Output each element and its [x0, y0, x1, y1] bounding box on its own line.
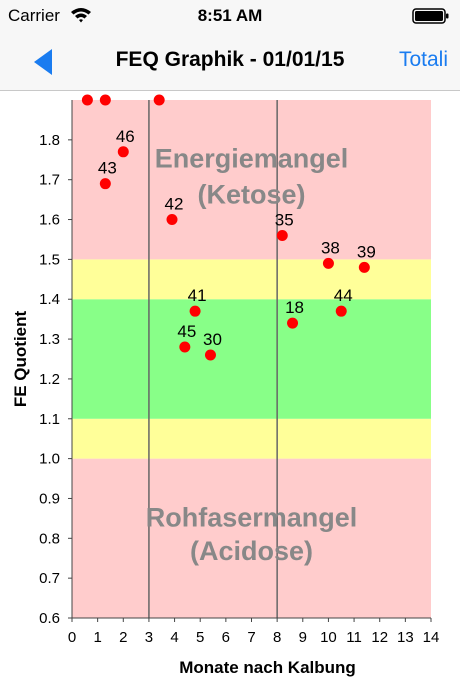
- chart-container: 0.6 0.7 0.8 0.9 1.0 1.1 1.2 1.3 1.4 1.5 1.6 1.7 1.8 0…: [0, 91, 460, 690]
- data-point-label: 45: [177, 322, 196, 341]
- band-3: [72, 259, 431, 300]
- data-point-label: 46: [116, 127, 135, 146]
- data-point: [287, 317, 299, 329]
- y-tick-label: 1.2: [39, 371, 60, 388]
- y-tick-label: 1.5: [39, 251, 60, 268]
- status-bar: Carrier 8:51 AM: [0, 0, 460, 34]
- x-tick-label: 1: [93, 629, 101, 646]
- zone-annotation-2: Rohfasermangel: [146, 502, 358, 532]
- x-tick-label: 6: [222, 629, 230, 646]
- x-tick-label: 13: [397, 629, 414, 646]
- y-tick-label: 0.7: [39, 570, 60, 587]
- y-tick-label: 1.4: [39, 291, 60, 308]
- feq-scatter-chart: 0.6 0.7 0.8 0.9 1.0 1.1 1.2 1.3 1.4 1.5 1.6 1.7 1.8 0…: [11, 94, 440, 677]
- data-point: [81, 94, 93, 106]
- x-tick-label: 14: [423, 629, 440, 646]
- y-tick-label: 1.7: [39, 172, 60, 189]
- data-point: [322, 257, 334, 269]
- data-point-label: 43: [98, 159, 117, 178]
- x-tick-label: 12: [371, 629, 388, 646]
- x-tick-label: 2: [119, 629, 127, 646]
- status-time: 8:51 AM: [197, 6, 263, 25]
- data-point: [99, 178, 111, 190]
- x-tick-label: 11: [346, 629, 362, 646]
- data-point: [335, 305, 347, 317]
- totali-button[interactable]: Totali: [398, 48, 448, 71]
- data-point-label: 44: [334, 286, 353, 305]
- x-tick-label: 10: [320, 629, 337, 646]
- data-point: [153, 94, 165, 106]
- y-tick-label: 1.3: [39, 331, 60, 348]
- zone-annotation-1: (Ketose): [197, 180, 305, 210]
- x-tick-label: 8: [273, 629, 281, 646]
- data-point: [179, 341, 191, 353]
- band-0: [72, 458, 431, 618]
- y-tick-label: 0.6: [39, 610, 60, 627]
- data-point: [99, 94, 111, 106]
- zone-annotation-0: Energiemangel: [155, 144, 349, 174]
- x-tick-label: 7: [247, 629, 255, 646]
- navigation-bar: FEQ Graphik - 01/01/15 Totali: [0, 34, 460, 91]
- y-axis-label: FE Quotient: [11, 311, 30, 408]
- x-tick-label: 9: [299, 629, 307, 646]
- band-1: [72, 418, 431, 459]
- y-tick-label: 0.8: [39, 530, 60, 547]
- y-tick-label: 1.8: [39, 132, 60, 149]
- x-axis-label: Monate nach Kalbung: [179, 658, 356, 677]
- battery-icon: [412, 8, 449, 24]
- y-tick-label: 1.6: [39, 212, 60, 229]
- data-point-label: 35: [275, 210, 294, 229]
- carrier-label: Carrier: [8, 6, 60, 25]
- zone-annotation-3: (Acidose): [190, 536, 313, 566]
- y-tick-label: 0.9: [39, 490, 60, 507]
- y-tick-label: 1.1: [39, 411, 60, 428]
- back-arrow-icon[interactable]: [28, 46, 58, 78]
- data-point-label: 38: [321, 238, 340, 257]
- data-point-label: 42: [165, 195, 184, 214]
- data-point-label: 30: [203, 330, 222, 349]
- x-tick-label: 0: [68, 629, 76, 646]
- data-point-label: 39: [357, 242, 376, 261]
- y-tick-label: 1.0: [39, 451, 60, 468]
- band-2: [72, 299, 431, 419]
- x-tick-label: 4: [170, 629, 178, 646]
- data-point: [358, 261, 370, 273]
- wifi-icon: [71, 8, 91, 23]
- data-point: [117, 146, 129, 158]
- page-title: FEQ Graphik - 01/01/15: [115, 48, 345, 71]
- x-tick-label: 5: [196, 629, 204, 646]
- data-point: [276, 229, 288, 241]
- data-point: [189, 305, 201, 317]
- data-point: [204, 349, 216, 361]
- data-point-label: 41: [188, 286, 207, 305]
- x-tick-label: 3: [145, 629, 153, 646]
- data-point-label: 18: [285, 298, 304, 317]
- data-point: [166, 214, 178, 226]
- band-4: [72, 100, 431, 260]
